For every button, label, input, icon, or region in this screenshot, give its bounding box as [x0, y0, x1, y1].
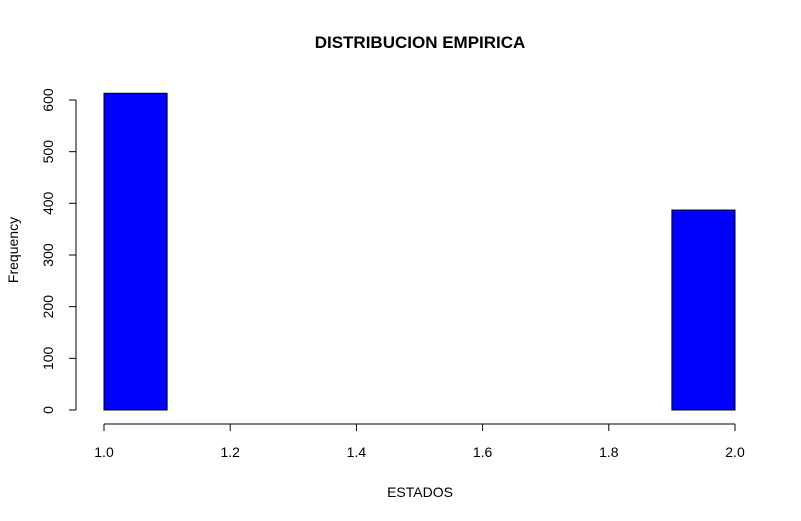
y-tick-label: 0: [40, 406, 56, 414]
chart-title: DISTRIBUCION EMPIRICA: [315, 33, 526, 52]
x-tick-label: 1.4: [347, 444, 367, 460]
y-tick-label: 100: [40, 346, 56, 370]
y-tick-label: 600: [40, 88, 56, 112]
bars-group: [103, 92, 736, 411]
histogram-bar: [103, 92, 168, 411]
x-tick-label: 1.2: [220, 444, 240, 460]
x-tick-label: 1.6: [473, 444, 493, 460]
x-tick-label: 1.8: [599, 444, 619, 460]
histogram-bar: [671, 209, 736, 411]
x-axis: 1.0 1.2 1.4 1.6 1.8 2.0: [94, 423, 745, 460]
y-tick-label: 500: [40, 140, 56, 164]
x-tick-label: 2.0: [725, 444, 745, 460]
x-axis-label: ESTADOS: [387, 484, 453, 500]
y-tick-label: 200: [40, 295, 56, 319]
y-tick-label: 300: [40, 243, 56, 267]
x-tick-label: 1.0: [94, 444, 114, 460]
y-tick-label: 400: [40, 191, 56, 215]
y-axis-label: Frequency: [5, 217, 21, 283]
y-axis: 0 100 200 300 400 500 600: [40, 88, 77, 414]
